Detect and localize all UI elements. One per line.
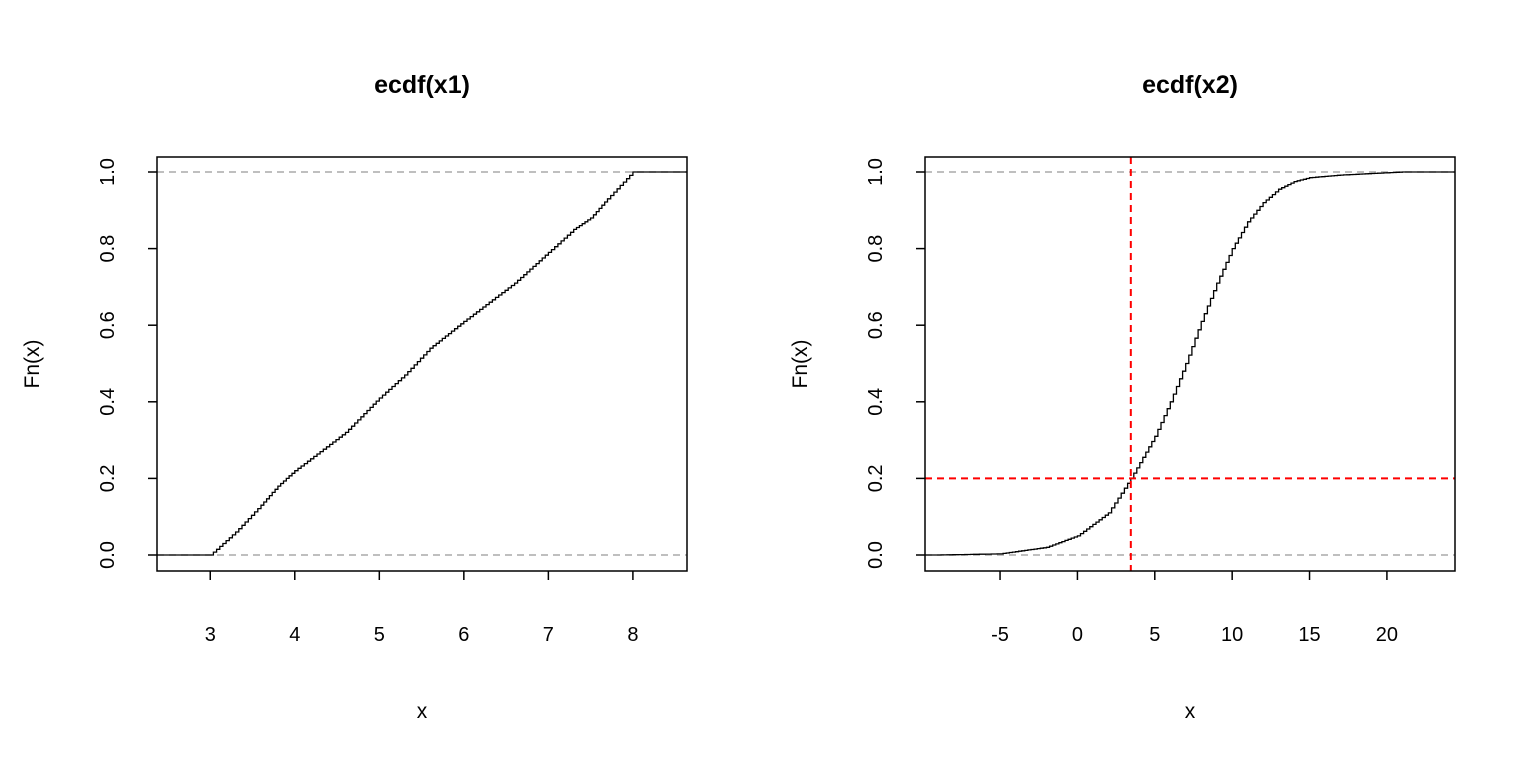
x-tick-label: 5 bbox=[374, 624, 385, 646]
ecdf-curve bbox=[157, 171, 687, 556]
x-axis-label: x bbox=[1185, 700, 1196, 723]
panel-1: ecdf(x1) 3 4 5 6 7 8 0.0 0.2 0.4 0.6 0.8 1.0 x Fn(x) bbox=[21, 71, 688, 723]
y-tick-label: 0.4 bbox=[865, 388, 887, 416]
x-tick-label: 0 bbox=[1072, 624, 1083, 646]
y-tick-label: 0.6 bbox=[97, 311, 119, 339]
x-tick-label: 3 bbox=[205, 624, 216, 646]
x-tick-label: 7 bbox=[543, 624, 554, 646]
x-tick-label: 10 bbox=[1221, 624, 1243, 646]
y-tick-label: 0.0 bbox=[97, 541, 119, 569]
x-tick-label: 4 bbox=[289, 624, 300, 646]
ecdf-curve bbox=[925, 171, 1455, 556]
y-tick-label: 1.0 bbox=[97, 158, 119, 186]
y-axis-label: Fn(x) bbox=[21, 340, 44, 389]
y-tick-label: 0.8 bbox=[865, 235, 887, 263]
x-axis-label: x bbox=[417, 700, 428, 723]
y-tick-label: 0.6 bbox=[865, 311, 887, 339]
x-tick-label: 20 bbox=[1376, 624, 1398, 646]
panel-2: ecdf(x2) -5 0 5 10 15 20 0.0 0.2 0.4 0.6 0.8 1.0 x Fn(… bbox=[789, 71, 1456, 723]
y-tick-label: 1.0 bbox=[865, 158, 887, 186]
y-axis-label: Fn(x) bbox=[789, 340, 812, 389]
plot-frame bbox=[924, 156, 1456, 572]
y-tick-label: 0.8 bbox=[97, 235, 119, 263]
y-tick-label: 0.2 bbox=[97, 464, 119, 492]
y-tick-label: 0.0 bbox=[865, 541, 887, 569]
chart-title: ecdf(x2) bbox=[1142, 71, 1238, 99]
x-tick-label: 15 bbox=[1298, 624, 1320, 646]
x-tick-label: 5 bbox=[1149, 624, 1160, 646]
y-tick-label: 0.4 bbox=[97, 388, 119, 416]
x-tick-label: -5 bbox=[991, 624, 1009, 646]
plot-frame bbox=[156, 156, 688, 572]
chart-title: ecdf(x1) bbox=[374, 71, 470, 99]
x-tick-label: 8 bbox=[627, 624, 638, 646]
y-tick-label: 0.2 bbox=[865, 464, 887, 492]
x-tick-label: 6 bbox=[458, 624, 469, 646]
